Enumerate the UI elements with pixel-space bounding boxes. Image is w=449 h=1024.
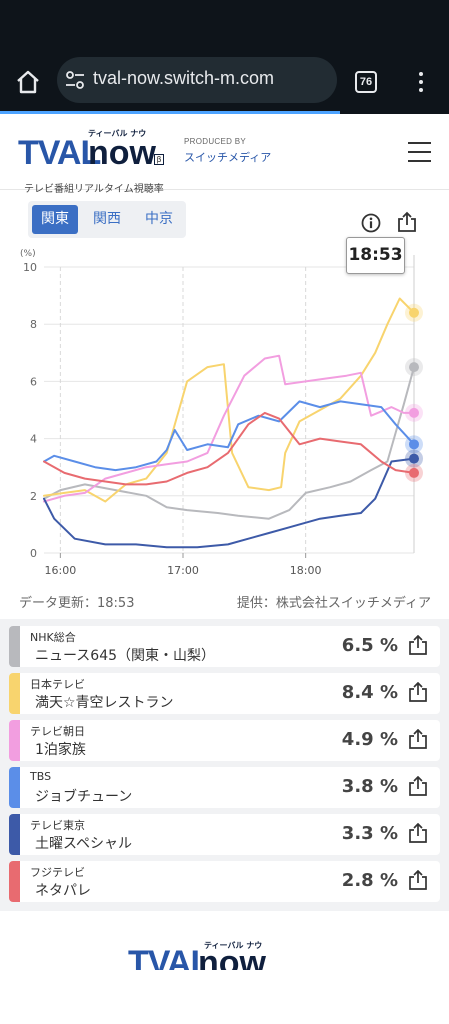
- tab-kanto[interactable]: 関東: [32, 205, 78, 234]
- list-item[interactable]: テレビ東京 土曜スペシャル 3.3 %: [9, 814, 440, 855]
- footer-logo[interactable]: TVAL ティーバル ナウ now: [128, 940, 318, 970]
- site-header: TVAL ティーバル ナウ now β テレビ番組リアルタイム視聴率 PRODU…: [0, 114, 449, 195]
- share-icon[interactable]: [397, 211, 417, 233]
- footer-logo-main: TVAL: [128, 944, 211, 970]
- share-icon[interactable]: [409, 729, 427, 749]
- series-end-marker: [409, 467, 419, 478]
- y-axis-label: (%): [20, 249, 36, 259]
- url-text[interactable]: tval-now.switch-m.com: [93, 68, 275, 88]
- program-title: ニュース645（関東・山梨）: [35, 648, 216, 664]
- ratings-chart-svg: 10 8 6 4 2 0 (%) 16:00 17:00 18:00: [20, 249, 423, 577]
- station-color-bar: [9, 767, 20, 808]
- x-tick-label: 16:00: [45, 564, 77, 577]
- list-item[interactable]: テレビ朝日 1泊家族 4.9 %: [9, 720, 440, 761]
- rating-value: 4.9 %: [341, 729, 398, 750]
- program-title: ネタパレ: [35, 883, 91, 899]
- tab-switcher-icon[interactable]: 76: [355, 71, 377, 93]
- logo-now: now: [88, 134, 156, 172]
- station-color-bar: [9, 814, 20, 855]
- producer-credit: PRODUCED BY スイッチメディア: [184, 137, 271, 165]
- list-item[interactable]: 日本テレビ 満天☆青空レストラン 8.4 %: [9, 673, 440, 714]
- rating-value: 8.4 %: [341, 682, 398, 703]
- station-name: フジテレビ: [30, 866, 85, 879]
- program-title: 土曜スペシャル: [35, 836, 133, 852]
- home-icon[interactable]: [15, 70, 41, 94]
- series-end-marker: [409, 307, 419, 318]
- series-end-marker: [409, 439, 419, 450]
- footer-logo-kana: ティーバル ナウ: [204, 941, 263, 950]
- series-line: [43, 400, 415, 472]
- program-title: 満天☆青空レストラン: [35, 695, 174, 711]
- region-tabs: 関東 関西 中京: [28, 201, 186, 238]
- series-end-marker: [409, 453, 419, 464]
- share-icon[interactable]: [409, 682, 427, 702]
- station-color-bar: [9, 720, 20, 761]
- program-title: 1泊家族: [35, 742, 86, 758]
- station-color-bar: [9, 861, 20, 902]
- series-end-marker: [409, 407, 419, 418]
- y-tick-label: 10: [23, 261, 37, 274]
- x-tick-label: 18:00: [290, 564, 322, 577]
- browser-toolbar: tval-now.switch-m.com 76: [0, 50, 449, 114]
- logo-main: TVAL: [18, 134, 101, 172]
- cursor-time-label: 18:53: [346, 237, 405, 274]
- logo-subtitle: テレビ番組リアルタイム視聴率: [24, 184, 164, 195]
- program-list: NHK総合 ニュース645（関東・山梨） 6.5 % 日本テレビ 満天☆青空レス…: [0, 619, 449, 911]
- produced-by-label: PRODUCED BY: [184, 137, 246, 146]
- station-name: テレビ朝日: [30, 725, 85, 738]
- status-bar: [0, 0, 449, 50]
- producer-name[interactable]: スイッチメディア: [184, 151, 272, 164]
- page-load-progress: [0, 111, 340, 114]
- station-name: NHK総合: [30, 631, 76, 644]
- ratings-chart[interactable]: 10 8 6 4 2 0 (%) 16:00 17:00 18:00: [0, 240, 449, 590]
- share-icon[interactable]: [409, 635, 427, 655]
- y-tick-label: 8: [30, 318, 37, 331]
- logo-beta: β: [154, 154, 164, 165]
- x-tick-label: 17:00: [167, 564, 199, 577]
- y-tick-label: 4: [30, 433, 37, 446]
- series-line: [43, 354, 415, 503]
- y-tick-label: 6: [30, 375, 37, 388]
- series-line: [43, 297, 415, 503]
- tval-now-logo[interactable]: TVAL ティーバル ナウ now β テレビ番組リアルタイム視聴率: [18, 128, 168, 195]
- info-icon[interactable]: [361, 213, 381, 233]
- rating-value: 3.8 %: [341, 776, 398, 797]
- share-icon[interactable]: [409, 823, 427, 843]
- station-name: TBS: [30, 770, 52, 783]
- share-icon[interactable]: [409, 776, 427, 796]
- station-name: テレビ東京: [30, 819, 85, 832]
- series-line: [43, 411, 415, 486]
- rating-value: 3.3 %: [341, 823, 398, 844]
- data-provider: 提供：株式会社スイッチメディア: [236, 596, 431, 611]
- tab-chukyo[interactable]: 中京: [145, 211, 173, 227]
- station-name: 日本テレビ: [30, 678, 85, 691]
- station-color-bar: [9, 673, 20, 714]
- list-item[interactable]: TBS ジョブチューン 3.8 %: [9, 767, 440, 808]
- y-tick-label: 2: [30, 490, 37, 503]
- footer-logo-now: now: [198, 944, 266, 970]
- series-line: [43, 366, 415, 520]
- address-bar[interactable]: tval-now.switch-m.com: [57, 57, 337, 103]
- list-item[interactable]: NHK総合 ニュース645（関東・山梨） 6.5 %: [9, 626, 440, 667]
- tab-kansai[interactable]: 関西: [93, 211, 121, 227]
- site-settings-icon[interactable]: [65, 71, 85, 89]
- y-tick-label: 0: [30, 547, 37, 560]
- program-title: ジョブチューン: [35, 789, 133, 805]
- rating-value: 6.5 %: [341, 635, 398, 656]
- series-end-marker: [409, 362, 419, 373]
- more-options-icon[interactable]: [417, 70, 425, 94]
- station-color-bar: [9, 626, 20, 667]
- menu-icon[interactable]: [408, 142, 431, 162]
- data-updated: データ更新：18:53: [19, 596, 135, 611]
- list-item[interactable]: フジテレビ ネタパレ 2.8 %: [9, 861, 440, 902]
- logo-kana: ティーバル ナウ: [88, 129, 147, 138]
- series-line: [43, 457, 415, 549]
- rating-value: 2.8 %: [341, 870, 398, 891]
- share-icon[interactable]: [409, 870, 427, 890]
